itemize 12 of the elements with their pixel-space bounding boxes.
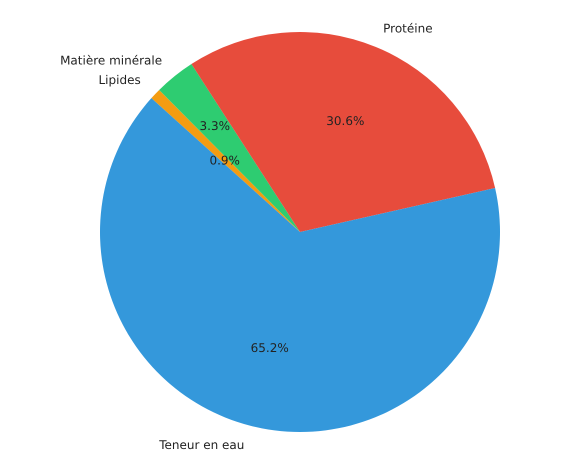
- slice-label: Teneur en eau: [158, 438, 244, 452]
- pie-slice: [191, 32, 496, 232]
- data-label: 30.6%: [326, 114, 364, 128]
- pie-slice: [100, 98, 500, 432]
- pie-slice: [151, 90, 300, 232]
- slice-label: Matière minérale: [60, 54, 162, 68]
- slice-label: Protéine: [383, 21, 433, 36]
- data-label: 3.3%: [199, 119, 230, 134]
- pie-slice: [159, 64, 300, 232]
- data-label: 65.2%: [250, 341, 289, 356]
- slice-label: Lipides: [98, 73, 141, 88]
- data-label: 0.9%: [209, 153, 240, 168]
